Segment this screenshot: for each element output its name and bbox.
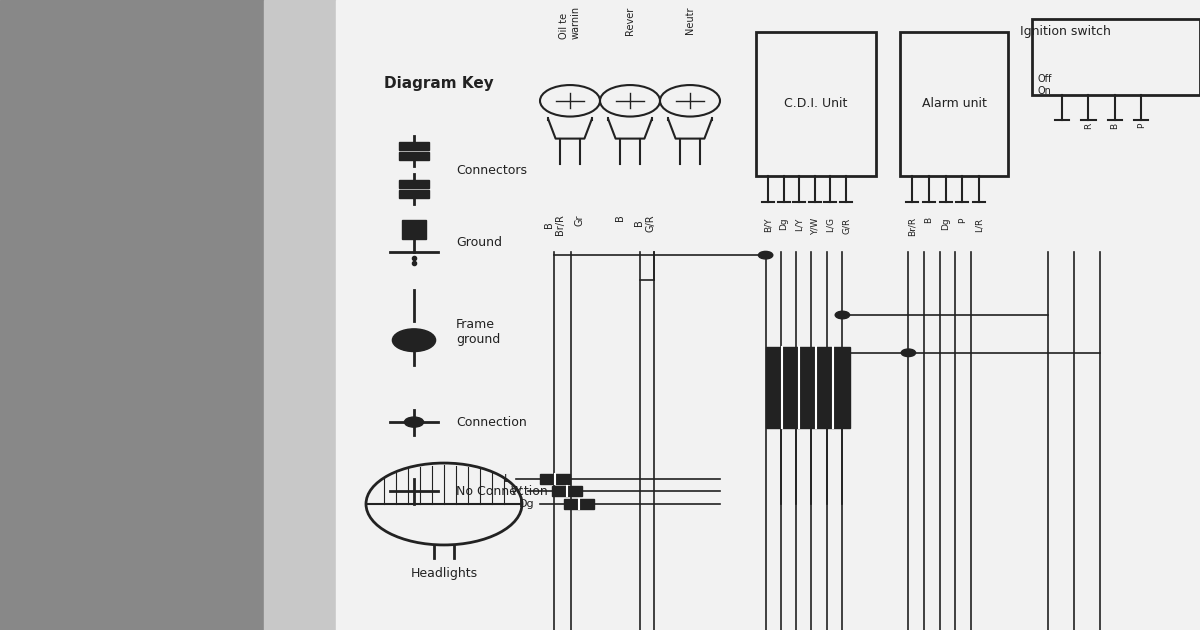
Circle shape bbox=[392, 329, 436, 352]
Bar bbox=[398, 180, 430, 188]
Text: P: P bbox=[958, 217, 967, 223]
Bar bbox=[264, 0, 336, 630]
Text: Br/R: Br/R bbox=[907, 217, 917, 236]
Text: On: On bbox=[1038, 86, 1052, 96]
Text: Headlights: Headlights bbox=[410, 567, 478, 580]
Text: L/Y: L/Y bbox=[794, 217, 804, 231]
Text: B: B bbox=[924, 217, 934, 224]
Circle shape bbox=[404, 417, 424, 427]
Bar bbox=[398, 152, 430, 160]
Text: Dg: Dg bbox=[779, 217, 788, 230]
Text: L: L bbox=[504, 474, 510, 484]
Bar bbox=[756, 32, 876, 176]
Bar bbox=[766, 346, 850, 428]
Text: P: P bbox=[1136, 123, 1146, 129]
Text: Connection: Connection bbox=[456, 416, 527, 428]
Bar bbox=[1032, 19, 1200, 94]
Text: B: B bbox=[1110, 123, 1120, 129]
Text: W: W bbox=[511, 486, 522, 496]
Text: No Connection: No Connection bbox=[456, 485, 547, 498]
Text: Ignition switch: Ignition switch bbox=[1020, 25, 1111, 38]
Circle shape bbox=[835, 311, 850, 319]
Text: Rever: Rever bbox=[625, 6, 635, 35]
Text: R: R bbox=[1084, 123, 1093, 129]
Bar bbox=[398, 190, 430, 198]
Text: B: B bbox=[616, 214, 625, 221]
Text: Off: Off bbox=[1038, 74, 1052, 84]
Bar bbox=[398, 142, 430, 150]
Bar bbox=[402, 220, 426, 239]
Text: Alarm unit: Alarm unit bbox=[922, 98, 986, 110]
Text: Dg: Dg bbox=[518, 499, 534, 509]
Text: Diagram Key: Diagram Key bbox=[384, 76, 493, 91]
Text: B
Br/R: B Br/R bbox=[544, 214, 565, 235]
Text: Ground: Ground bbox=[456, 236, 502, 249]
Text: L/R: L/R bbox=[974, 217, 984, 232]
Circle shape bbox=[758, 251, 773, 259]
Text: B/Y: B/Y bbox=[763, 217, 773, 232]
Bar bbox=[0, 0, 264, 630]
Text: Y/W: Y/W bbox=[810, 217, 820, 234]
Text: G/R: G/R bbox=[841, 217, 851, 234]
Text: Neutr: Neutr bbox=[685, 6, 695, 34]
Text: C.D.I. Unit: C.D.I. Unit bbox=[785, 98, 847, 110]
Text: Oil te
warnin: Oil te warnin bbox=[559, 6, 581, 40]
Text: Gr: Gr bbox=[575, 214, 584, 226]
Bar bbox=[336, 0, 1200, 630]
Text: Connectors: Connectors bbox=[456, 164, 527, 176]
Text: B
G/R: B G/R bbox=[634, 214, 655, 232]
Circle shape bbox=[901, 349, 916, 357]
Bar bbox=[900, 32, 1008, 176]
Bar bbox=[540, 474, 570, 484]
Text: Frame
ground: Frame ground bbox=[456, 318, 500, 346]
Bar bbox=[552, 486, 582, 496]
Text: Dg: Dg bbox=[941, 217, 950, 230]
Text: L/G: L/G bbox=[826, 217, 835, 232]
Bar bbox=[564, 499, 594, 509]
